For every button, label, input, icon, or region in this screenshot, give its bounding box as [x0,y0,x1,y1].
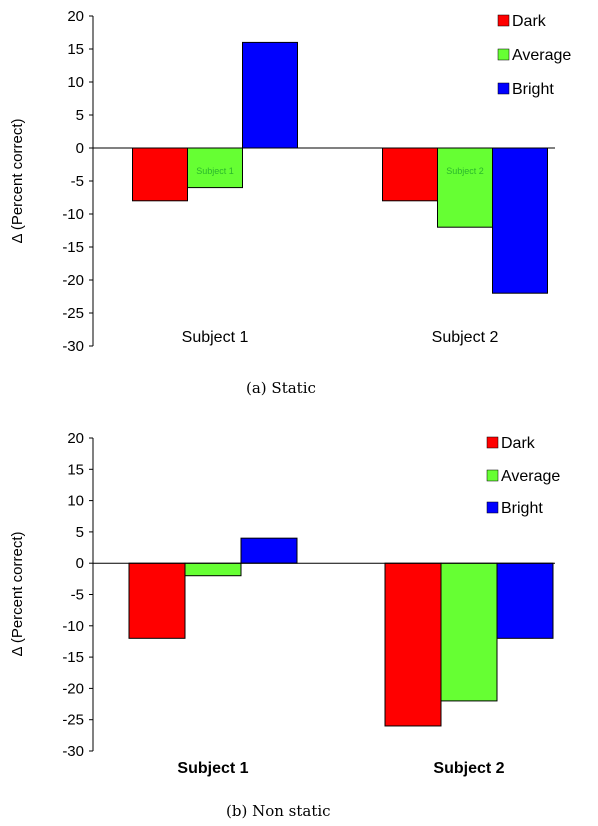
bar-bright [492,147,548,294]
bar-bright [240,537,298,564]
bar-bright [496,562,554,639]
bar-dark [384,562,442,727]
legend-swatch-average [497,48,510,61]
bar-average [184,562,242,577]
y-tick-label: -30 [62,743,84,760]
caption-non-static: (b) Non static [226,802,331,820]
y-tick-label: 10 [67,493,84,510]
y-tick-label: -25 [62,305,84,322]
legend-label-average: Average [512,47,571,64]
legend-label-bright: Bright [501,500,543,517]
chart-static: 20 15 10 5 0 -5 -10 -15 -20 -25 -30 Δ (Percent corr… [9,8,571,355]
y-tick-label: -20 [62,680,84,697]
y-tick-label: 0 [76,555,84,572]
y-tick-label: -10 [62,206,84,223]
y-tick-label: -25 [62,712,84,729]
category-label: Subject 2 [432,329,499,346]
legend-label-dark: Dark [501,435,536,452]
bar-dark [382,147,438,202]
legend-label-bright: Bright [512,81,554,98]
y-tick-label: 20 [67,430,84,447]
y-tick-label: 10 [67,74,84,91]
bar-average [440,562,498,702]
category-label: Subject 2 [433,760,504,777]
y-tick-label: -5 [71,173,84,190]
legend-swatch-average [486,469,499,482]
y-tick-label: -10 [62,618,84,635]
y-tick-label: 15 [67,41,84,58]
y-tick-label: 5 [76,524,84,541]
y-tick-label: -30 [62,338,84,355]
y-tick-label: -15 [62,239,84,256]
legend-swatch-dark [497,14,510,27]
legend-label-average: Average [501,468,560,485]
legend-label-dark: Dark [512,13,547,30]
legend-swatch-bright [486,501,499,514]
legend-swatch-dark [486,436,499,449]
bar-dark [128,562,186,639]
bar-average [437,147,493,228]
category-label: Subject 1 [182,329,249,346]
y-tick-label: -15 [62,649,84,666]
caption-static: (a) Static [246,379,316,397]
chart-non-static: 20 15 10 5 0 -5 -10 -15 -20 -25 -30 Δ (Percent corr… [9,430,560,777]
y-tick-label: 20 [67,8,84,25]
y-tick-label: -20 [62,272,84,289]
bar-inner-label: Subject 2 [446,166,484,176]
y-tick-label: -5 [71,587,84,604]
y-tick-label: 15 [67,461,84,478]
bar-dark [132,147,188,202]
y-tick-label: 0 [76,140,84,157]
bar-inner-label: Subject 1 [196,166,234,176]
y-axis-label: Δ (Percent correct) [9,118,26,243]
bar-bright [242,41,298,149]
legend-swatch-bright [497,82,510,95]
bar-average [187,147,243,189]
category-label: Subject 1 [177,760,248,777]
y-tick-label: 5 [76,107,84,124]
y-axis-label: Δ (Percent correct) [9,531,26,656]
